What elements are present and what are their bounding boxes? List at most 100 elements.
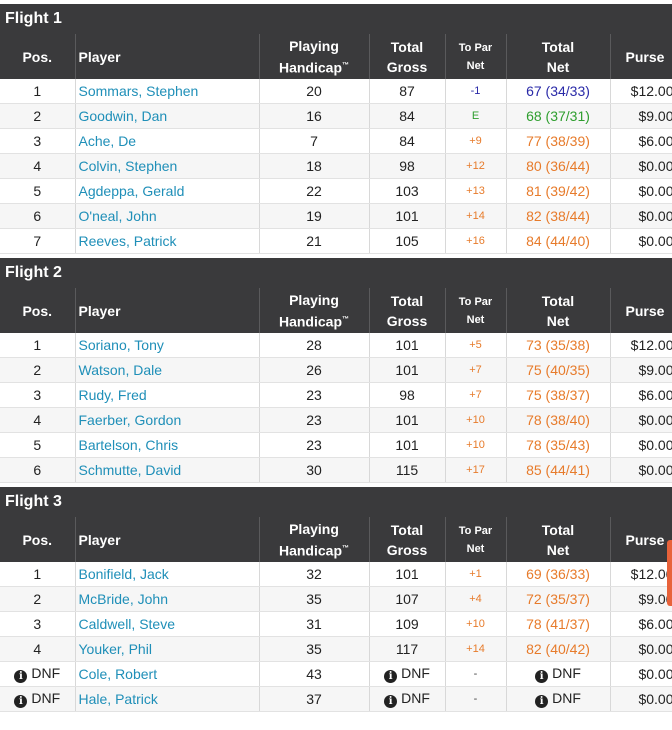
info-icon[interactable]: i bbox=[535, 695, 549, 708]
player-link[interactable]: O'neal, John bbox=[75, 203, 260, 229]
info-icon[interactable]: i bbox=[535, 670, 549, 683]
player-link-text[interactable]: Faerber, Gordon bbox=[78, 412, 182, 428]
total-gross-cell: 101 bbox=[369, 203, 446, 229]
player-link[interactable]: Hale, Patrick bbox=[75, 686, 260, 712]
info-icon[interactable]: i bbox=[14, 695, 28, 708]
col-header-purse[interactable]: Purse bbox=[610, 34, 672, 79]
player-link-text[interactable]: Cole, Robert bbox=[78, 666, 158, 682]
pos-cell-text: DNF bbox=[31, 665, 61, 681]
player-link-text[interactable]: Schmutte, David bbox=[78, 462, 182, 478]
player-link[interactable]: Youker, Phil bbox=[75, 636, 260, 662]
player-link[interactable]: Soriano, Tony bbox=[75, 333, 260, 358]
col-header-total-net[interactable]: Total Net bbox=[506, 517, 611, 562]
col-header-player[interactable]: Player bbox=[75, 517, 260, 562]
player-link-text[interactable]: McBride, John bbox=[78, 591, 168, 607]
purse-cell-text: $0.00 bbox=[638, 462, 672, 478]
col-header-pos[interactable]: Pos. bbox=[0, 34, 76, 79]
total-gross-cell: 101 bbox=[369, 357, 446, 383]
purse-cell: $0.00 bbox=[610, 178, 672, 204]
playing-handicap-cell: 43 bbox=[259, 661, 370, 687]
col-header-pos[interactable]: Pos. bbox=[0, 517, 76, 562]
total-gross-cell: 107 bbox=[369, 586, 446, 612]
player-link[interactable]: Goodwin, Dan bbox=[75, 103, 260, 129]
player-link[interactable]: Rudy, Fred bbox=[75, 382, 260, 408]
purse-cell-text: $0.00 bbox=[638, 158, 672, 174]
col-header-player[interactable]: Player bbox=[75, 34, 260, 79]
table-row: 3 Caldwell, Steve 31 109 +10 78 (41/37) $6.00 bbox=[0, 611, 672, 637]
col-header-playing-handicap[interactable]: Playing Handicap™ bbox=[259, 288, 370, 333]
col-header-pos[interactable]: Pos. bbox=[0, 288, 76, 333]
col-header-total-gross[interactable]: Total Gross bbox=[369, 34, 446, 79]
player-link[interactable]: Faerber, Gordon bbox=[75, 407, 260, 433]
total-net-cell-text: 73 (35/38) bbox=[526, 337, 590, 353]
total-gross-cell-text: 115 bbox=[395, 462, 419, 478]
player-link-text[interactable]: Sommars, Stephen bbox=[78, 83, 199, 99]
col-header-player[interactable]: Player bbox=[75, 288, 260, 333]
pos-cell: 1 bbox=[0, 79, 76, 104]
playing-handicap-cell-text: 23 bbox=[306, 437, 322, 453]
pos-cell-text: 2 bbox=[33, 362, 42, 378]
info-icon[interactable]: i bbox=[384, 695, 398, 708]
player-link-text[interactable]: Soriano, Tony bbox=[78, 337, 164, 353]
player-link[interactable]: Watson, Dale bbox=[75, 357, 260, 383]
player-link[interactable]: McBride, John bbox=[75, 586, 260, 612]
player-link-text[interactable]: Bonifield, Jack bbox=[78, 566, 169, 582]
table-header-row: Pos. Player Playing Handicap™ Total Gross … bbox=[0, 288, 672, 333]
col-header-total-net[interactable]: Total Net bbox=[506, 288, 611, 333]
player-link[interactable]: Schmutte, David bbox=[75, 457, 260, 483]
pos-cell: 4 bbox=[0, 636, 76, 662]
player-link-text[interactable]: Youker, Phil bbox=[78, 641, 152, 657]
purse-cell-text: $0.00 bbox=[638, 412, 672, 428]
to-par-net-cell-text: +16 bbox=[466, 235, 485, 247]
playing-handicap-cell-text: 23 bbox=[306, 387, 322, 403]
player-link-text[interactable]: Watson, Dale bbox=[78, 362, 163, 378]
playing-handicap-cell: 23 bbox=[259, 432, 370, 458]
player-link-text[interactable]: O'neal, John bbox=[78, 208, 157, 224]
info-icon[interactable]: i bbox=[14, 670, 28, 683]
total-gross-cell-text: 103 bbox=[395, 183, 419, 199]
info-icon[interactable]: i bbox=[384, 670, 398, 683]
player-link[interactable]: Caldwell, Steve bbox=[75, 611, 260, 637]
pos-cell: 1 bbox=[0, 562, 76, 587]
col-header-to-par-net[interactable]: To Par Net bbox=[445, 288, 507, 333]
playing-handicap-cell-text: 28 bbox=[306, 337, 322, 353]
player-link[interactable]: Ache, De bbox=[75, 128, 260, 154]
purse-cell: $9.00 bbox=[610, 103, 672, 129]
player-link-text[interactable]: Rudy, Fred bbox=[78, 387, 147, 403]
player-link-text[interactable]: Agdeppa, Gerald bbox=[78, 183, 185, 199]
total-net-cell-text: 85 (44/41) bbox=[526, 462, 590, 478]
col-header-to-par-net[interactable]: To Par Net bbox=[445, 517, 507, 562]
pos-cell-text: 1 bbox=[33, 566, 42, 582]
table-row: 4 Colvin, Stephen 18 98 +12 80 (36/44) $0.00 bbox=[0, 153, 672, 179]
player-link[interactable]: Reeves, Patrick bbox=[75, 228, 260, 254]
player-link-text[interactable]: Bartelson, Chris bbox=[78, 437, 179, 453]
total-net-cell: 78 (38/40) bbox=[506, 407, 611, 433]
col-header-playing-handicap[interactable]: Playing Handicap™ bbox=[259, 34, 370, 79]
col-header-purse[interactable]: Purse bbox=[610, 517, 672, 562]
col-header-total-net[interactable]: Total Net bbox=[506, 34, 611, 79]
player-link[interactable]: Cole, Robert bbox=[75, 661, 260, 687]
player-link[interactable]: Sommars, Stephen bbox=[75, 79, 260, 104]
player-link[interactable]: Bartelson, Chris bbox=[75, 432, 260, 458]
purse-cell-text: $6.00 bbox=[638, 616, 672, 632]
player-link-text[interactable]: Caldwell, Steve bbox=[78, 616, 176, 632]
total-gross-cell: 101 bbox=[369, 407, 446, 433]
player-link[interactable]: Agdeppa, Gerald bbox=[75, 178, 260, 204]
player-link[interactable]: Bonifield, Jack bbox=[75, 562, 260, 587]
player-link-text[interactable]: Colvin, Stephen bbox=[78, 158, 178, 174]
player-link-text[interactable]: Goodwin, Dan bbox=[78, 108, 168, 124]
playing-handicap-cell-text: 35 bbox=[306, 641, 322, 657]
feedback-side-tab[interactable] bbox=[667, 540, 672, 606]
to-par-net-cell: E bbox=[445, 103, 507, 129]
col-header-total-gross[interactable]: Total Gross bbox=[369, 517, 446, 562]
col-header-playing-handicap[interactable]: Playing Handicap™ bbox=[259, 517, 370, 562]
player-link[interactable]: Colvin, Stephen bbox=[75, 153, 260, 179]
player-link-text[interactable]: Reeves, Patrick bbox=[78, 233, 177, 249]
col-header-to-par-net[interactable]: To Par Net bbox=[445, 34, 507, 79]
player-link-text[interactable]: Hale, Patrick bbox=[78, 691, 158, 707]
col-header-total-gross[interactable]: Total Gross bbox=[369, 288, 446, 333]
player-link-text[interactable]: Ache, De bbox=[78, 133, 137, 149]
to-par-net-cell-text: +7 bbox=[469, 389, 482, 401]
total-gross-cell-text: 101 bbox=[395, 208, 419, 224]
col-header-purse[interactable]: Purse bbox=[610, 288, 672, 333]
